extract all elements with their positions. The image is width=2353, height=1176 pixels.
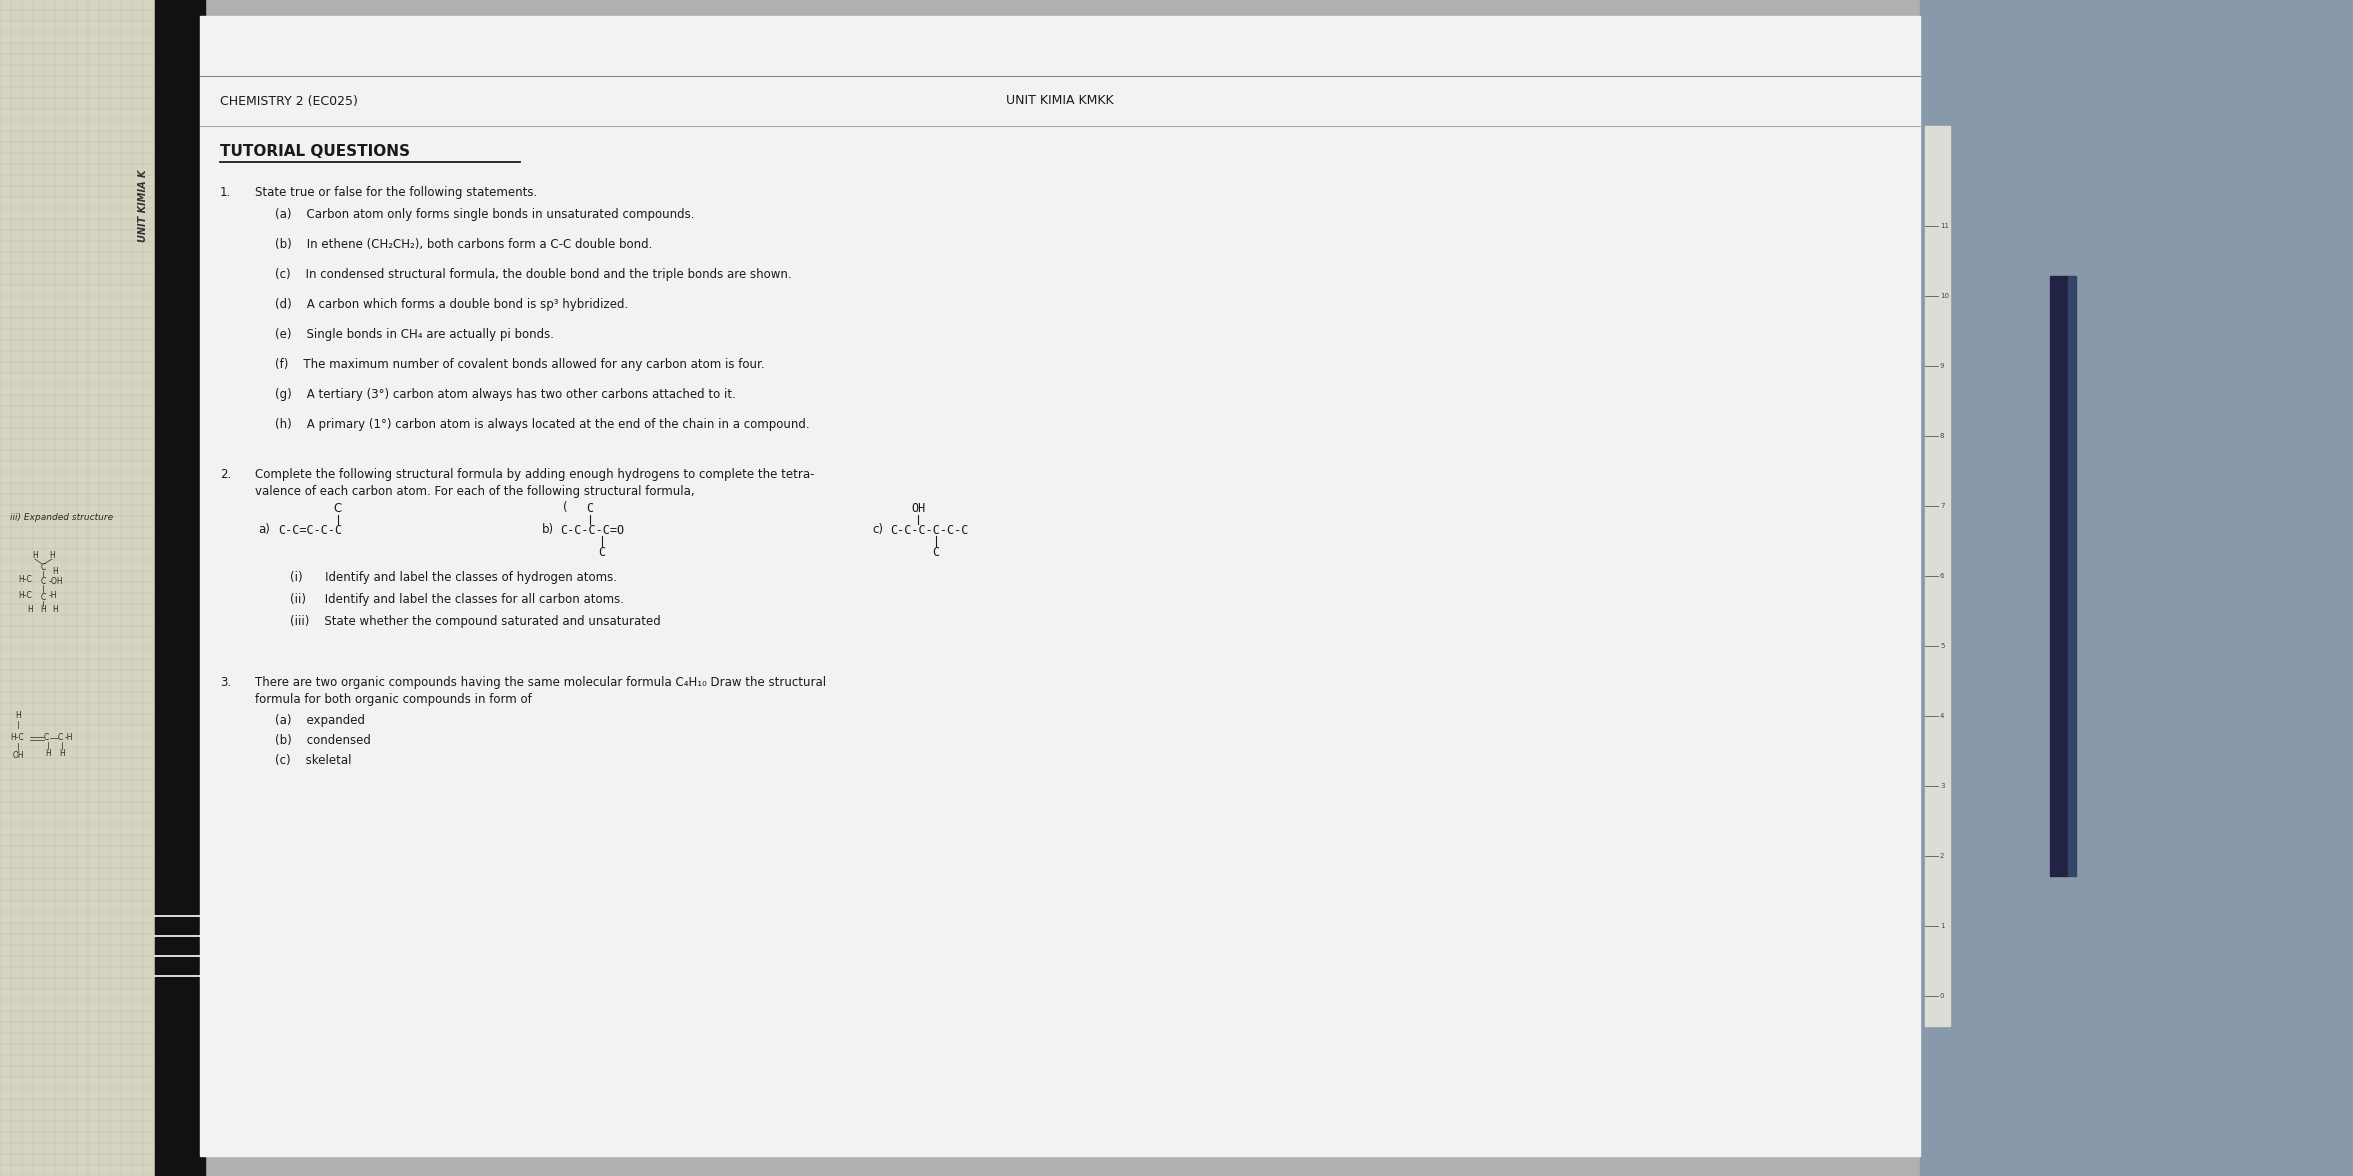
- Text: H: H: [59, 749, 66, 759]
- Text: C: C: [334, 501, 341, 515]
- Text: (i)      Identify and label the classes of hydrogen atoms.: (i) Identify and label the classes of hy…: [289, 572, 616, 584]
- Text: (: (: [562, 501, 567, 515]
- Text: (iii)    State whether the compound saturated and unsaturated: (iii) State whether the compound saturat…: [289, 615, 661, 628]
- Text: (c)    In condensed structural formula, the double bond and the triple bonds are: (c) In condensed structural formula, the…: [275, 268, 791, 281]
- Text: 11: 11: [1939, 223, 1948, 229]
- Text: -OH: -OH: [49, 576, 64, 586]
- Text: 9: 9: [1939, 363, 1944, 369]
- Text: (b)    condensed: (b) condensed: [275, 734, 372, 747]
- Text: C-C-C-C-C-C: C-C-C-C-C-C: [889, 523, 969, 536]
- Text: C-C=C-C-C: C-C=C-C-C: [278, 523, 341, 536]
- Bar: [200, 16, 1920, 1156]
- Text: C-C-C-C=O: C-C-C-C=O: [560, 523, 624, 536]
- Text: c): c): [873, 523, 882, 536]
- Text: iii) Expanded structure: iii) Expanded structure: [9, 514, 113, 522]
- Text: State true or false for the following statements.: State true or false for the following st…: [254, 186, 536, 199]
- Text: C: C: [40, 576, 45, 586]
- Text: 2: 2: [1939, 853, 1944, 858]
- Text: OH: OH: [911, 501, 925, 515]
- Text: H-C: H-C: [9, 734, 24, 742]
- Text: H-C: H-C: [19, 590, 31, 600]
- Text: UNIT KIMIA KMKK: UNIT KIMIA KMKK: [1007, 94, 1113, 107]
- Bar: [1925, 126, 1951, 1025]
- Text: (d)    A carbon which forms a double bond is sp³ hybridized.: (d) A carbon which forms a double bond i…: [275, 298, 628, 310]
- Text: (g)    A tertiary (3°) carbon atom always has two other carbons attached to it.: (g) A tertiary (3°) carbon atom always h…: [275, 388, 736, 401]
- Text: H: H: [28, 604, 33, 614]
- Text: (b)    In ethene (CH₂CH₂), both carbons form a C-C double bond.: (b) In ethene (CH₂CH₂), both carbons for…: [275, 238, 652, 250]
- Text: 0: 0: [1939, 993, 1944, 998]
- Text: 5: 5: [1939, 643, 1944, 649]
- Text: formula for both organic compounds in form of: formula for both organic compounds in fo…: [254, 693, 532, 706]
- Text: C: C: [598, 547, 605, 560]
- Text: TUTORIAL QUESTIONS: TUTORIAL QUESTIONS: [219, 143, 409, 159]
- Bar: [0, 0, 165, 1176]
- Text: C: C: [40, 593, 45, 601]
- Text: Complete the following structural formula by adding enough hydrogens to complete: Complete the following structural formul…: [254, 468, 814, 481]
- Bar: [2068, 276, 2075, 876]
- Text: -H: -H: [66, 734, 73, 742]
- Text: valence of each carbon atom. For each of the following structural formula,: valence of each carbon atom. For each of…: [254, 485, 694, 497]
- Text: H-C: H-C: [19, 575, 31, 584]
- Text: H: H: [40, 604, 45, 614]
- Text: b): b): [541, 523, 553, 536]
- Text: a): a): [259, 523, 271, 536]
- Text: 4: 4: [1939, 713, 1944, 719]
- Text: (h)    A primary (1°) carbon atom is always located at the end of the chain in a: (h) A primary (1°) carbon atom is always…: [275, 417, 809, 430]
- Text: UNIT KIMIA K: UNIT KIMIA K: [139, 169, 148, 242]
- Text: 6: 6: [1939, 573, 1944, 579]
- Text: -H: -H: [49, 590, 56, 600]
- Text: C: C: [40, 562, 45, 572]
- Bar: [155, 0, 205, 1176]
- Text: 1.: 1.: [219, 186, 231, 199]
- Text: (e)    Single bonds in CH₄ are actually pi bonds.: (e) Single bonds in CH₄ are actually pi …: [275, 328, 553, 341]
- Text: There are two organic compounds having the same molecular formula C₄H₁₀ Draw the: There are two organic compounds having t…: [254, 676, 826, 689]
- Text: C: C: [586, 501, 593, 515]
- Text: H: H: [49, 552, 54, 561]
- Text: (ii)     Identify and label the classes for all carbon atoms.: (ii) Identify and label the classes for …: [289, 594, 624, 607]
- Bar: [1920, 0, 2353, 1176]
- Text: 10: 10: [1939, 293, 1948, 299]
- Text: 3: 3: [1939, 783, 1944, 789]
- Text: C: C: [59, 734, 64, 742]
- Text: CHEMISTRY 2 (EC025): CHEMISTRY 2 (EC025): [219, 94, 358, 107]
- Text: H: H: [14, 711, 21, 721]
- Text: (a)    expanded: (a) expanded: [275, 714, 365, 727]
- Text: H: H: [33, 552, 38, 561]
- Text: 8: 8: [1939, 433, 1944, 439]
- Text: 2.: 2.: [219, 468, 231, 481]
- Text: (f)    The maximum number of covalent bonds allowed for any carbon atom is four.: (f) The maximum number of covalent bonds…: [275, 358, 765, 370]
- Text: (c)    skeletal: (c) skeletal: [275, 754, 351, 767]
- Text: OH: OH: [12, 751, 24, 761]
- Text: H: H: [52, 604, 59, 614]
- Text: 3.: 3.: [219, 676, 231, 689]
- Text: H: H: [45, 749, 52, 759]
- Bar: [2049, 276, 2068, 876]
- Text: C: C: [932, 547, 939, 560]
- Text: H: H: [52, 567, 59, 575]
- Text: C: C: [45, 734, 49, 742]
- Text: 7: 7: [1939, 503, 1944, 509]
- Text: (a)    Carbon atom only forms single bonds in unsaturated compounds.: (a) Carbon atom only forms single bonds …: [275, 208, 694, 221]
- Text: 1: 1: [1939, 923, 1944, 929]
